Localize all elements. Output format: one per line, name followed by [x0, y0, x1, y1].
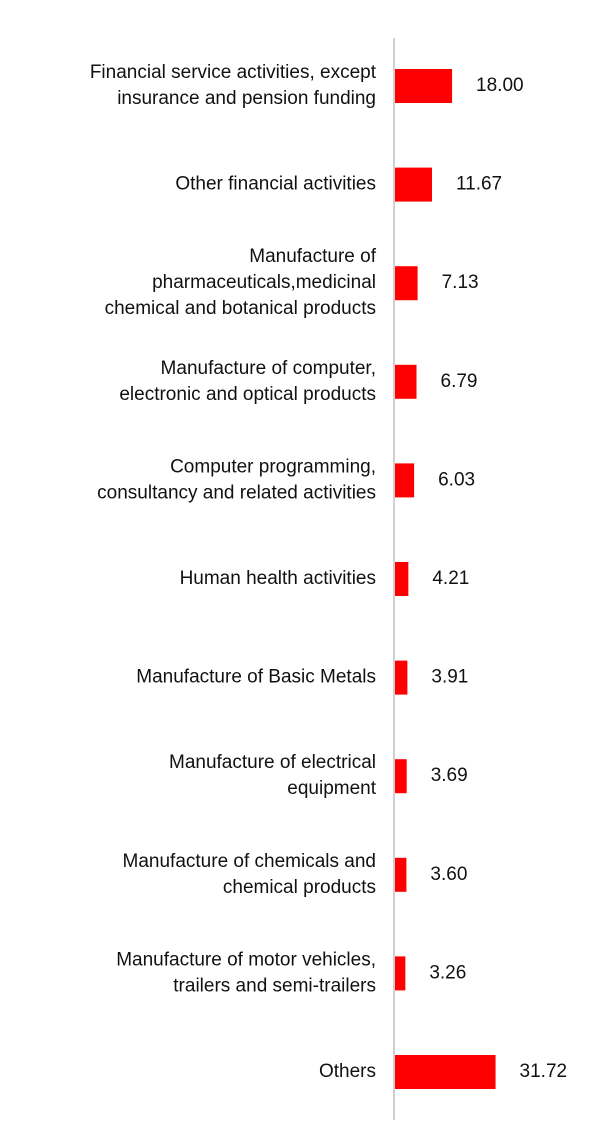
category-tick-label-line: chemical and botanical products [105, 298, 376, 319]
category-tick-label: Others [319, 1061, 376, 1082]
data-label: 3.60 [430, 864, 467, 885]
category-tick-label-line: equipment [287, 778, 376, 799]
category-tick-label-line: Manufacture of computer, [161, 358, 376, 379]
bar [395, 69, 453, 103]
category-tick-label-line: Financial service activities, except [90, 62, 377, 83]
bar-group [395, 69, 496, 1089]
bar [395, 266, 418, 301]
category-tick-label-line: Manufacture of motor vehicles, [116, 949, 376, 970]
bar [395, 167, 432, 202]
category-tick-label-line: pharmaceuticals,medicinal [152, 272, 376, 293]
category-tick-label-line: Manufacture of electrical [169, 752, 376, 773]
category-tick-label-line: Manufacture of Basic Metals [136, 667, 376, 688]
category-tick-label: Human health activities [180, 568, 376, 589]
category-tick-label: Manufacture of Basic Metals [136, 667, 376, 688]
category-tick-label: Manufacture of chemicals and chemical pro… [123, 851, 376, 898]
bar [395, 562, 409, 596]
data-label: 4.21 [432, 568, 469, 589]
bar [395, 956, 406, 991]
data-label: 6.79 [441, 371, 478, 392]
category-tick-label-line: electronic and optical products [119, 384, 376, 405]
category-tick-label-line: consultancy and related activities [97, 482, 376, 503]
data-label: 3.69 [431, 765, 468, 786]
category-tick-label: Other financial activities [175, 174, 376, 195]
data-label: 31.72 [520, 1061, 568, 1082]
category-tick-label: Manufacture of computer, electronic and o… [119, 358, 376, 405]
category-tick-label-line: Other financial activities [175, 174, 376, 195]
bar [395, 463, 415, 498]
data-label: 18.00 [476, 75, 524, 96]
category-tick-label-line: trailers and semi-trailers [173, 975, 376, 996]
category-tick-label-line: Manufacture of chemicals and [123, 851, 376, 872]
category-tick-label-line: Human health activities [180, 568, 376, 589]
category-tick-label-line: Manufacture of [249, 246, 376, 267]
category-tick-label: Manufacture of motor vehicles, trailers a… [116, 949, 376, 996]
category-tick-label: Computer programming, consultancy and rel… [97, 456, 376, 503]
data-label: 3.91 [431, 667, 468, 688]
value-label-group: 18.00 11.67 7.13 6.79 6.03 4.21 3.91 3.69 3.60 3.… [429, 75, 567, 1082]
category-tick-label-line: Computer programming, [170, 456, 376, 477]
category-tick-label: Manufacture of pharmaceuticals,medicinal c… [105, 246, 377, 319]
category-tick-label-line: insurance and pension funding [117, 88, 376, 109]
data-label: 11.67 [456, 174, 502, 195]
data-label: 6.03 [438, 469, 475, 490]
category-tick-label: Financial service activities, except insu… [90, 62, 377, 109]
bar [395, 759, 407, 794]
bar [395, 1055, 496, 1089]
category-tick-label-line: chemical products [223, 877, 376, 898]
category-label-group: Financial service activities, except insu… [90, 62, 377, 1082]
bar [395, 660, 408, 695]
bar [395, 857, 407, 892]
data-label: 7.13 [442, 272, 479, 293]
category-tick-label: Manufacture of electrical equipment [169, 752, 377, 799]
data-label: 3.26 [429, 962, 466, 983]
bar [395, 364, 417, 399]
category-tick-label-line: Others [319, 1061, 376, 1082]
